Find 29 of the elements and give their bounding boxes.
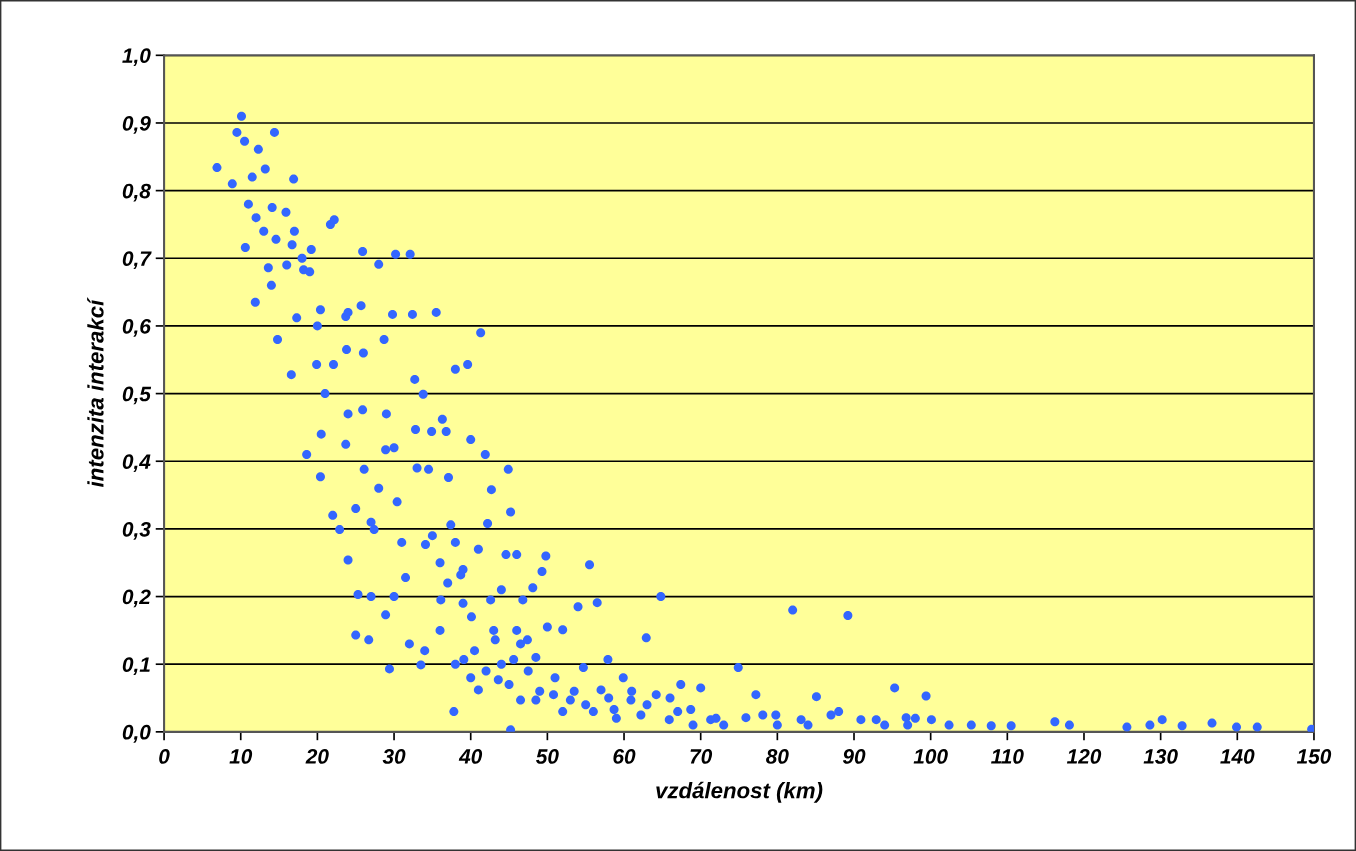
y-tick-label: 0,4	[122, 454, 151, 473]
x-tick-label: 30	[382, 749, 406, 764]
y-tick-label: 0,6	[122, 318, 151, 337]
x-tick-label: 60	[613, 749, 636, 764]
y-tick-label: 0,8	[122, 183, 151, 202]
x-tick-label: 10	[229, 749, 253, 764]
x-tick-label: 140	[1220, 749, 1255, 764]
x-tick-label: 40	[458, 749, 483, 764]
x-tick-label: 80	[766, 749, 789, 764]
x-tick-label: 120	[1066, 749, 1102, 764]
x-tick-label: 130	[1143, 749, 1178, 764]
x-axis-title: vzdálenost (km)	[656, 781, 823, 803]
x-tick-label: 50	[535, 749, 559, 764]
y-tick-label: 1,0	[122, 48, 151, 67]
x-tick-label: 100	[913, 749, 948, 764]
y-tick-label: 0,1	[122, 657, 150, 675]
y-axis-title: intenzita interakcí	[87, 297, 104, 488]
x-tick-label: 150	[1296, 749, 1332, 764]
y-tick-label: 0,0	[122, 724, 151, 743]
x-tick-label: 20	[305, 749, 329, 764]
x-tick-label: 90	[842, 749, 866, 764]
y-tick-label: 0,5	[122, 386, 152, 405]
x-tick-label: 110	[991, 749, 1024, 764]
x-tick-label: 0	[159, 749, 170, 764]
y-tick-label: 0,3	[122, 521, 151, 540]
y-tick-label: 0,9	[122, 115, 151, 134]
y-tick-label: 0,2	[122, 589, 151, 608]
y-tick-label: 0,7	[122, 251, 152, 270]
x-tick-label: 70	[690, 749, 713, 764]
